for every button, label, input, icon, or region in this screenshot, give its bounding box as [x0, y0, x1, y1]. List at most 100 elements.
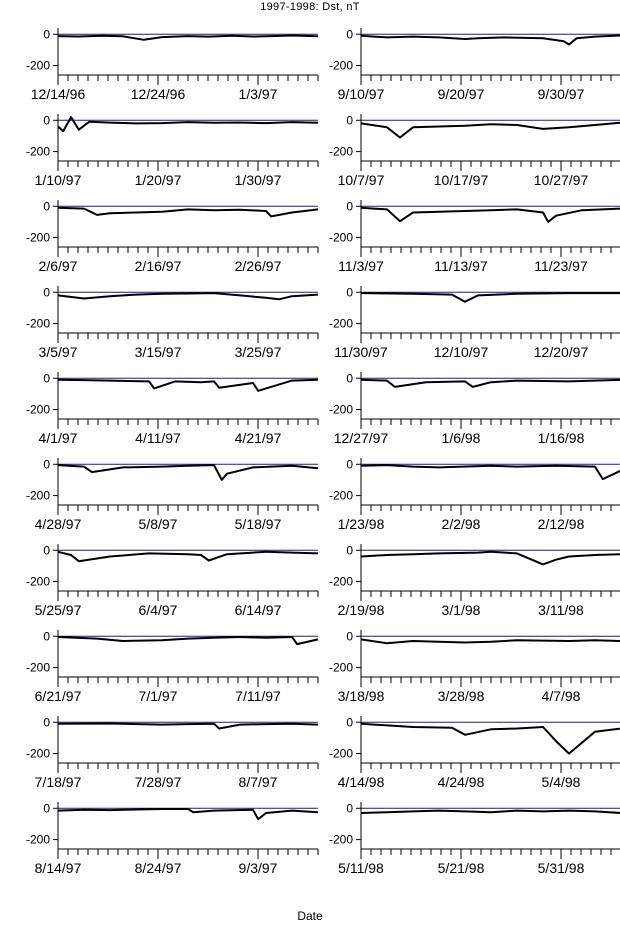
date-label: 4/21/97 [235, 430, 282, 446]
y-tick-label: 0 [346, 543, 353, 557]
y-tick-label: -200 [26, 231, 50, 245]
dst-series-line [57, 206, 319, 218]
date-label: 7/11/97 [235, 688, 281, 704]
panel-10: 0 -200 8/14/97 8/24/97 9/3/97 [26, 801, 319, 876]
x-axis-label: Date [297, 909, 323, 923]
date-label: 5/18/97 [235, 516, 282, 532]
y-tick-label: -200 [329, 747, 353, 761]
dst-series-line [360, 464, 620, 481]
panel-9: 0 -200 7/18/97 7/28/97 8/7/97 [26, 715, 319, 790]
panel-8: 0 -200 6/21/97 7/1/97 7/11/97 [26, 629, 319, 704]
date-label: 1/6/98 [442, 430, 481, 446]
date-label: 9/10/97 [338, 86, 385, 102]
date-label: 5/31/98 [538, 860, 585, 876]
y-tick-label: 0 [346, 27, 353, 41]
date-label: 5/21/98 [438, 860, 485, 876]
y-tick-label: -200 [26, 317, 50, 331]
y-tick-label: 0 [346, 285, 353, 299]
dst-series-line [360, 292, 620, 303]
dst-series-line [360, 34, 620, 46]
date-label: 2/6/97 [39, 258, 78, 274]
y-tick-label: -200 [26, 403, 50, 417]
y-tick-label: -200 [329, 145, 353, 159]
panel-18: 0 -200 3/18/98 3/28/98 4/7/98 [329, 629, 620, 704]
date-label: 1/30/97 [235, 172, 282, 188]
dst-series-line [57, 464, 319, 481]
date-label: 4/1/97 [39, 430, 78, 446]
y-tick-label: -200 [26, 747, 50, 761]
panel-3: 0 -200 2/6/97 2/16/97 2/26/97 [26, 199, 319, 274]
dst-series-line [360, 378, 620, 388]
date-label: 7/28/97 [135, 774, 182, 790]
y-tick-label: 0 [43, 629, 50, 643]
y-tick-label: -200 [26, 59, 50, 73]
date-label: 12/14/96 [31, 86, 86, 102]
y-tick-label: -200 [329, 59, 353, 73]
dst-series-line [57, 550, 319, 563]
y-tick-label: 0 [346, 113, 353, 127]
y-tick-label: 0 [346, 371, 353, 385]
y-tick-label: -200 [329, 489, 353, 503]
date-label: 3/11/98 [538, 602, 584, 618]
date-label: 4/7/98 [542, 688, 581, 704]
panel-2: 0 -200 1/10/97 1/20/97 1/30/97 [26, 113, 319, 188]
date-label: 12/20/97 [534, 344, 589, 360]
date-label: 12/27/97 [334, 430, 389, 446]
y-tick-label: -200 [26, 145, 50, 159]
panel-20: 0 -200 5/11/98 5/21/98 5/31/98 [329, 801, 620, 876]
date-label: 9/20/97 [438, 86, 485, 102]
dst-series-line [57, 636, 319, 646]
date-label: 6/21/97 [35, 688, 82, 704]
dst-series-line [360, 809, 620, 814]
y-tick-label: 0 [346, 801, 353, 815]
date-label: 6/14/97 [235, 602, 282, 618]
date-label: 3/5/97 [39, 344, 78, 360]
panel-17: 0 -200 2/19/98 3/1/98 3/11/98 [329, 543, 620, 618]
dst-series-line [57, 378, 319, 392]
y-tick-label: -200 [329, 403, 353, 417]
dst-series-line [57, 116, 319, 133]
y-tick-label: 0 [43, 199, 50, 213]
panel-19: 0 -200 4/14/98 4/24/98 5/4/98 [329, 715, 620, 790]
date-label: 2/26/97 [235, 258, 282, 274]
y-tick-label: -200 [26, 833, 50, 847]
y-tick-label: 0 [346, 629, 353, 643]
y-tick-label: 0 [43, 457, 50, 471]
date-label: 3/18/98 [338, 688, 385, 704]
dst-series-line [360, 206, 620, 223]
date-label: 12/10/97 [434, 344, 489, 360]
y-tick-label: -200 [329, 575, 353, 589]
dst-series-line [360, 550, 620, 566]
y-tick-label: 0 [43, 371, 50, 385]
date-label: 10/27/97 [534, 172, 589, 188]
date-label: 6/4/97 [139, 602, 178, 618]
date-label: 1/10/97 [35, 172, 82, 188]
panel-16: 0 -200 1/23/98 2/2/98 2/12/98 [329, 457, 620, 532]
date-label: 2/19/98 [338, 602, 385, 618]
panel-7: 0 -200 5/25/97 6/4/97 6/14/97 [26, 543, 319, 618]
y-tick-label: -200 [329, 231, 353, 245]
date-label: 5/11/98 [338, 860, 384, 876]
y-tick-label: 0 [346, 457, 353, 471]
date-label: 7/18/97 [35, 774, 82, 790]
panel-12: 0 -200 10/7/97 10/17/97 10/27/97 [329, 113, 620, 188]
date-label: 7/1/97 [139, 688, 178, 704]
dst-series-line [57, 292, 319, 301]
y-tick-label: -200 [329, 317, 353, 331]
dst-series-line [57, 34, 319, 41]
date-label: 4/28/97 [35, 516, 82, 532]
date-label: 4/24/98 [438, 774, 485, 790]
date-label: 2/16/97 [135, 258, 182, 274]
y-tick-label: 0 [346, 199, 353, 213]
date-label: 2/2/98 [442, 516, 481, 532]
dst-series-line [360, 722, 620, 755]
date-label: 1/20/97 [135, 172, 182, 188]
y-tick-label: -200 [26, 489, 50, 503]
y-tick-label: 0 [43, 543, 50, 557]
y-tick-label: 0 [43, 715, 50, 729]
date-label: 10/7/97 [338, 172, 385, 188]
dst-series-line [360, 121, 620, 139]
date-label: 9/30/97 [538, 86, 585, 102]
date-label: 4/14/98 [338, 774, 385, 790]
date-label: 1/3/97 [239, 86, 278, 102]
